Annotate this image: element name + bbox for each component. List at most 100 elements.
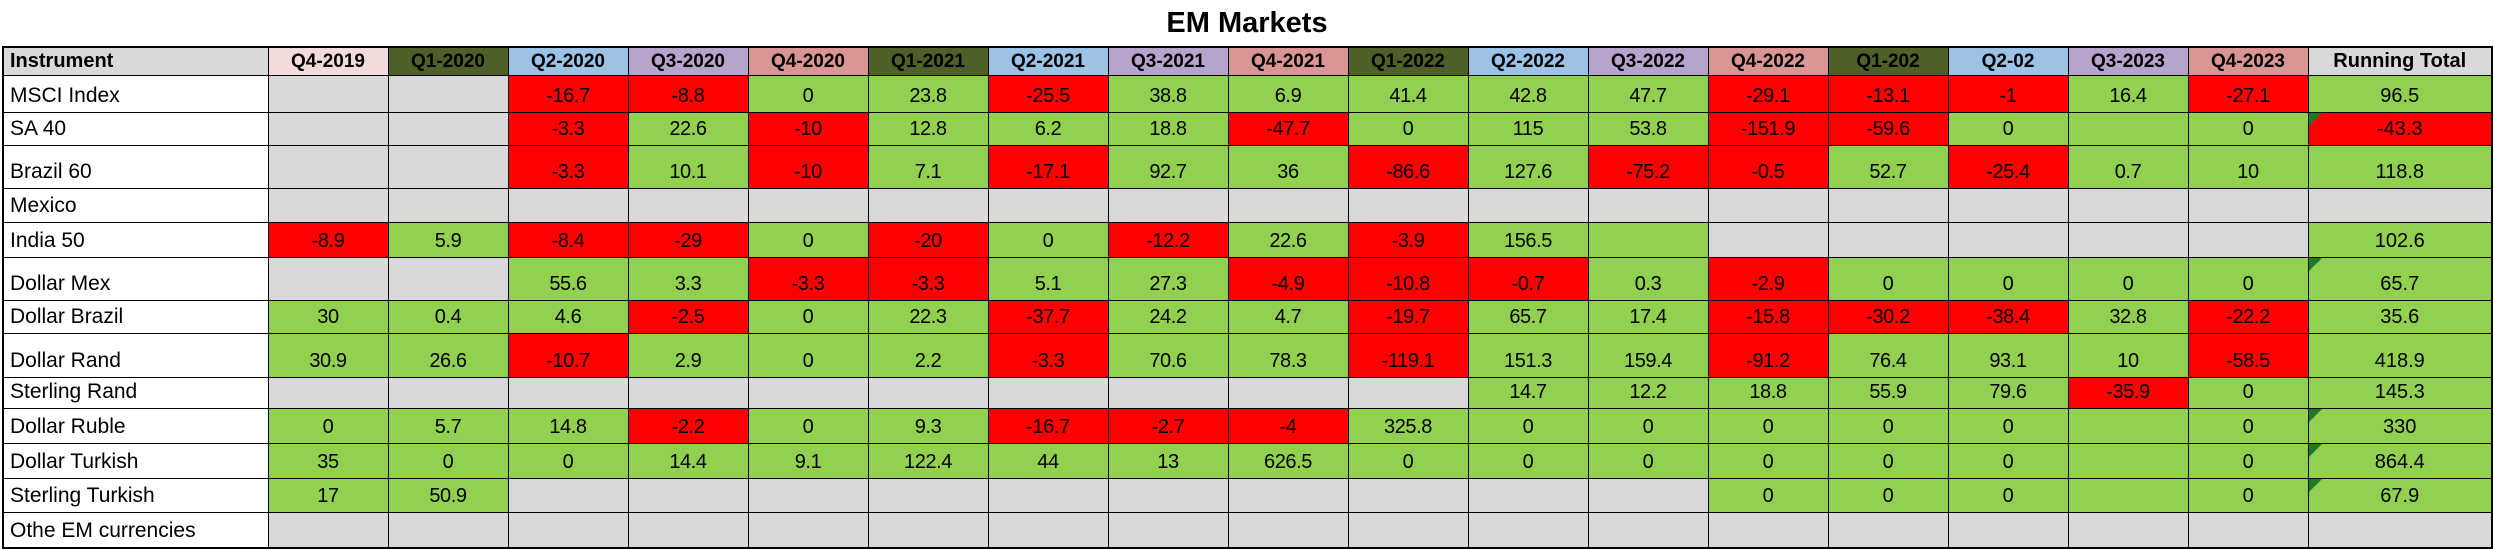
value-cell[interactable]: 0 <box>1947 407 2069 444</box>
value-cell[interactable]: 0 <box>1827 256 1949 301</box>
value-cell[interactable]: -38.4 <box>1947 299 2069 334</box>
value-cell[interactable]: 0 <box>267 407 389 444</box>
value-cell[interactable]: -0.7 <box>1467 256 1589 301</box>
value-cell[interactable]: 122.4 <box>867 442 989 479</box>
value-cell[interactable] <box>1587 187 1709 223</box>
value-cell[interactable] <box>2187 511 2309 549</box>
value-cell[interactable]: -3.3 <box>507 144 629 189</box>
quarter-header[interactable]: Q1-2020 <box>387 46 509 76</box>
value-cell[interactable] <box>1467 511 1589 549</box>
value-cell[interactable] <box>387 511 509 549</box>
value-cell[interactable]: 0 <box>1467 442 1589 479</box>
value-cell[interactable]: -10.8 <box>1347 256 1469 301</box>
value-cell[interactable] <box>387 256 509 301</box>
value-cell[interactable] <box>1707 511 1829 549</box>
value-cell[interactable]: 53.8 <box>1587 111 1709 146</box>
value-cell[interactable]: 27.3 <box>1107 256 1229 301</box>
value-cell[interactable]: 22.3 <box>867 299 989 334</box>
value-cell[interactable]: -25.4 <box>1947 144 2069 189</box>
value-cell[interactable]: 92.7 <box>1107 144 1229 189</box>
value-cell[interactable] <box>507 477 629 513</box>
value-cell[interactable]: -3.9 <box>1347 221 1469 258</box>
value-cell[interactable] <box>1227 511 1349 549</box>
value-cell[interactable] <box>267 511 389 549</box>
value-cell[interactable]: 26.6 <box>387 332 509 378</box>
running-total-cell[interactable]: -43.3 <box>2307 111 2493 146</box>
value-cell[interactable]: 17.4 <box>1587 299 1709 334</box>
value-cell[interactable] <box>1947 221 2069 258</box>
value-cell[interactable]: -13.1 <box>1827 74 1949 113</box>
value-cell[interactable] <box>2187 187 2309 223</box>
value-cell[interactable] <box>2067 187 2189 223</box>
value-cell[interactable]: -3.3 <box>747 256 869 301</box>
value-cell[interactable]: 23.8 <box>867 74 989 113</box>
value-cell[interactable]: -3.3 <box>507 111 629 146</box>
quarter-header[interactable]: Q1-202 <box>1827 46 1949 76</box>
value-cell[interactable]: 0 <box>1827 477 1949 513</box>
value-cell[interactable]: 32.8 <box>2067 299 2189 334</box>
value-cell[interactable]: -10 <box>747 111 869 146</box>
value-cell[interactable] <box>867 511 989 549</box>
row-label[interactable]: Dollar Brazil <box>2 299 269 334</box>
running-total-cell[interactable]: 118.8 <box>2307 144 2493 189</box>
value-cell[interactable] <box>387 376 509 409</box>
value-cell[interactable]: 47.7 <box>1587 74 1709 113</box>
value-cell[interactable]: 52.7 <box>1827 144 1949 189</box>
value-cell[interactable]: 5.1 <box>987 256 1109 301</box>
value-cell[interactable]: -3.3 <box>987 332 1109 378</box>
value-cell[interactable] <box>627 511 749 549</box>
value-cell[interactable] <box>267 111 389 146</box>
value-cell[interactable]: 0 <box>2187 477 2309 513</box>
quarter-header[interactable]: Q2-2021 <box>987 46 1109 76</box>
value-cell[interactable]: -16.7 <box>987 407 1109 444</box>
value-cell[interactable] <box>1467 187 1589 223</box>
value-cell[interactable] <box>1827 187 1949 223</box>
value-cell[interactable] <box>1827 221 1949 258</box>
value-cell[interactable] <box>2067 407 2189 444</box>
value-cell[interactable] <box>2067 111 2189 146</box>
value-cell[interactable]: 626.5 <box>1227 442 1349 479</box>
row-label[interactable]: Brazil 60 <box>2 144 269 189</box>
value-cell[interactable] <box>867 187 989 223</box>
value-cell[interactable] <box>1107 511 1229 549</box>
value-cell[interactable]: 0 <box>747 407 869 444</box>
value-cell[interactable]: 2.9 <box>627 332 749 378</box>
value-cell[interactable] <box>267 144 389 189</box>
value-cell[interactable]: -1 <box>1947 74 2069 113</box>
instrument-header[interactable]: Instrument <box>2 46 269 76</box>
quarter-header[interactable]: Q4-2023 <box>2187 46 2309 76</box>
value-cell[interactable]: 0 <box>747 74 869 113</box>
quarter-header[interactable]: Q3-2021 <box>1107 46 1229 76</box>
quarter-header[interactable]: Q3-2022 <box>1587 46 1709 76</box>
value-cell[interactable]: 0 <box>1947 477 2069 513</box>
value-cell[interactable] <box>1947 511 2069 549</box>
row-label[interactable]: Mexico <box>2 187 269 223</box>
value-cell[interactable]: 65.7 <box>1467 299 1589 334</box>
value-cell[interactable] <box>1107 376 1229 409</box>
running-total-cell[interactable]: 67.9 <box>2307 477 2493 513</box>
value-cell[interactable]: 16.4 <box>2067 74 2189 113</box>
value-cell[interactable] <box>867 477 989 513</box>
value-cell[interactable]: 156.5 <box>1467 221 1589 258</box>
running-total-cell[interactable]: 96.5 <box>2307 74 2493 113</box>
value-cell[interactable] <box>1947 187 2069 223</box>
quarter-header[interactable]: Q2-2022 <box>1467 46 1589 76</box>
quarter-header[interactable]: Q4-2022 <box>1707 46 1829 76</box>
value-cell[interactable] <box>507 376 629 409</box>
value-cell[interactable]: 22.6 <box>627 111 749 146</box>
value-cell[interactable]: 42.8 <box>1467 74 1589 113</box>
value-cell[interactable] <box>2187 221 2309 258</box>
value-cell[interactable] <box>267 376 389 409</box>
value-cell[interactable] <box>507 187 629 223</box>
value-cell[interactable] <box>987 376 1109 409</box>
value-cell[interactable]: 0 <box>987 221 1109 258</box>
value-cell[interactable]: 0.4 <box>387 299 509 334</box>
value-cell[interactable]: -47.7 <box>1227 111 1349 146</box>
value-cell[interactable] <box>747 511 869 549</box>
value-cell[interactable]: -3.3 <box>867 256 989 301</box>
value-cell[interactable]: 41.4 <box>1347 74 1469 113</box>
quarter-header[interactable]: Q1-2022 <box>1347 46 1469 76</box>
value-cell[interactable]: 55.6 <box>507 256 629 301</box>
value-cell[interactable]: 0.7 <box>2067 144 2189 189</box>
quarter-header[interactable]: Q4-2019 <box>267 46 389 76</box>
